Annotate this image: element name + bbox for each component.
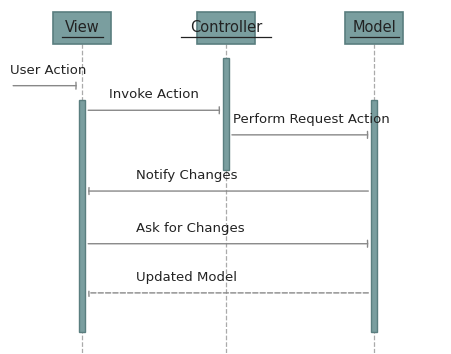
Text: User Action: User Action (10, 64, 87, 77)
Text: Notify Changes: Notify Changes (136, 169, 237, 182)
Text: View: View (65, 20, 99, 35)
Text: Updated Model: Updated Model (136, 271, 237, 284)
Bar (371, 100, 376, 332)
Text: Controller: Controller (189, 20, 262, 35)
Text: Model: Model (352, 20, 395, 35)
Bar (79, 100, 85, 332)
Bar (53, 12, 111, 44)
Text: Invoke Action: Invoke Action (109, 88, 198, 102)
Bar (223, 58, 228, 170)
Bar (196, 12, 255, 44)
Text: Ask for Changes: Ask for Changes (136, 222, 244, 235)
Bar (344, 12, 403, 44)
Text: Perform Request Action: Perform Request Action (232, 113, 389, 126)
